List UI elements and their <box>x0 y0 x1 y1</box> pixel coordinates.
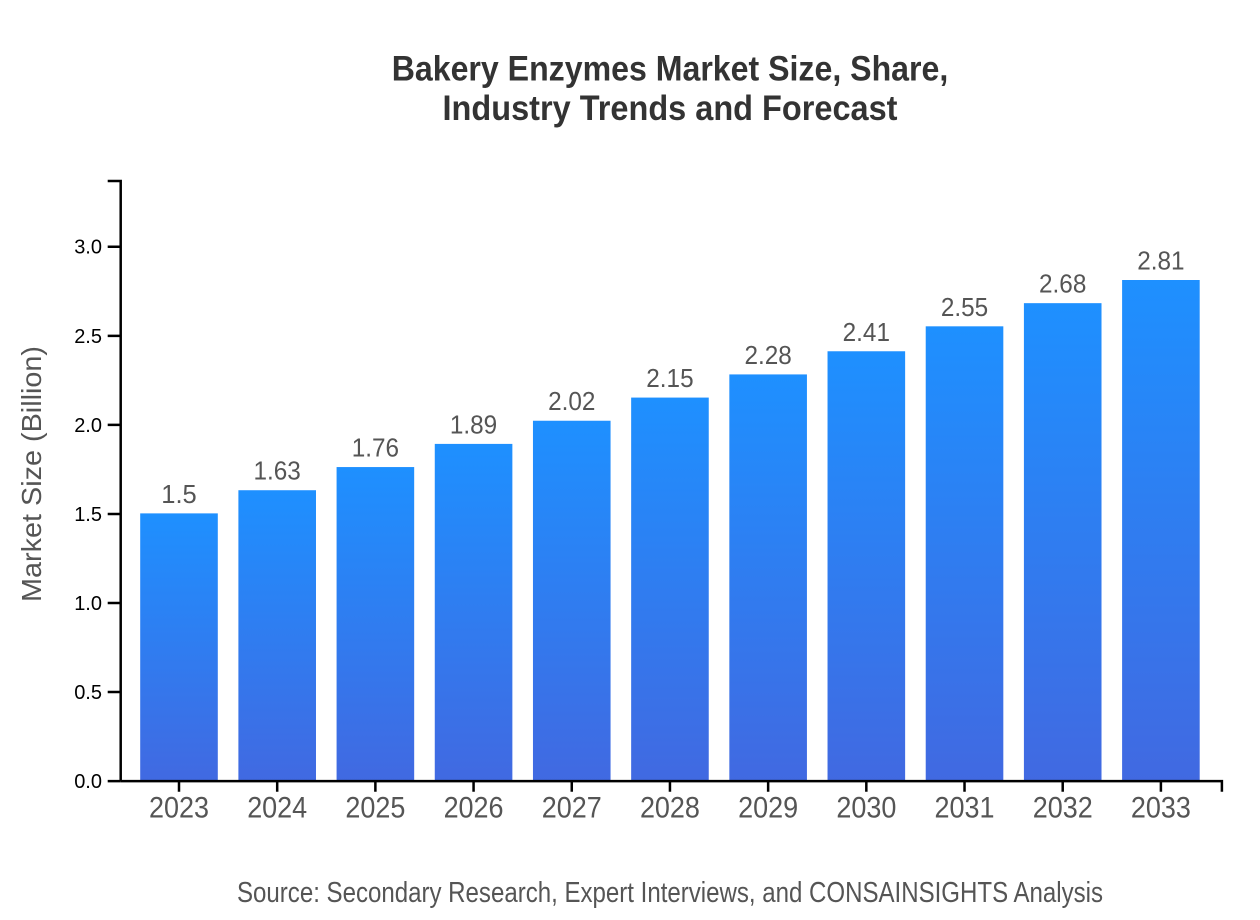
svg-text:2026: 2026 <box>444 792 504 825</box>
svg-text:1.76: 1.76 <box>352 435 399 463</box>
svg-text:2.81: 2.81 <box>1137 248 1184 276</box>
svg-text:2.15: 2.15 <box>646 365 693 393</box>
svg-text:2023: 2023 <box>149 792 209 825</box>
svg-text:2.28: 2.28 <box>744 342 791 370</box>
svg-text:3.0: 3.0 <box>74 237 102 259</box>
svg-text:1.0: 1.0 <box>74 593 102 615</box>
svg-text:2031: 2031 <box>935 792 995 825</box>
svg-text:Industry Trends and Forecast: Industry Trends and Forecast <box>443 88 898 128</box>
svg-text:2027: 2027 <box>542 792 602 825</box>
svg-text:1.5: 1.5 <box>74 504 102 526</box>
svg-text:0.5: 0.5 <box>74 682 102 704</box>
svg-text:2025: 2025 <box>345 792 405 825</box>
svg-text:2030: 2030 <box>836 792 896 825</box>
svg-text:2.55: 2.55 <box>941 294 988 322</box>
svg-text:2028: 2028 <box>640 792 700 825</box>
svg-text:1.5: 1.5 <box>161 481 196 509</box>
svg-text:1.89: 1.89 <box>450 411 497 439</box>
svg-text:2024: 2024 <box>247 792 307 825</box>
svg-text:2029: 2029 <box>738 792 798 825</box>
svg-text:2.41: 2.41 <box>843 319 890 347</box>
svg-text:2.0: 2.0 <box>74 415 102 437</box>
svg-text:2.02: 2.02 <box>548 388 595 416</box>
svg-text:1.63: 1.63 <box>254 458 301 486</box>
svg-text:0.0: 0.0 <box>74 771 102 793</box>
svg-text:2032: 2032 <box>1033 792 1093 825</box>
svg-text:2033: 2033 <box>1131 792 1191 825</box>
svg-text:Bakery Enzymes Market Size, Sh: Bakery Enzymes Market Size, Share, <box>392 49 949 89</box>
svg-text:Market Size (Billion): Market Size (Billion) <box>16 346 47 602</box>
svg-text:2.5: 2.5 <box>74 326 102 348</box>
svg-text:2.68: 2.68 <box>1039 271 1086 299</box>
svg-text:Source: Secondary Research, Ex: Source: Secondary Research, Expert Inter… <box>237 877 1103 909</box>
